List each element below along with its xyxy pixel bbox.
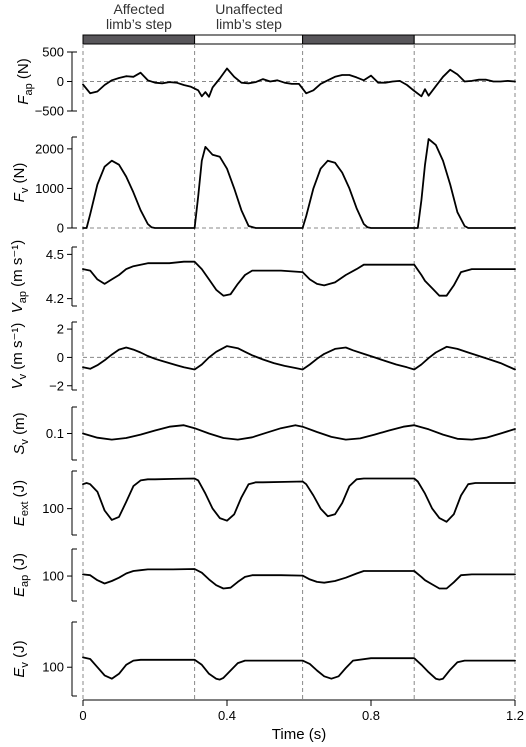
y-tick-label-Fv-0: 0 [57,221,64,236]
y-tick-label-Vap-0: 4.2 [46,291,64,306]
series-line-Eap [82,568,516,590]
y-label-symbol-Vv: V [9,377,26,389]
y-label-unit-Eap: (J) [11,553,28,575]
y-label-subscript-Eext: ext [19,501,31,516]
y-label-symbol-Ev: E [11,667,28,678]
y-axis-label-Fap: Fap (N) [15,58,35,104]
y-label-subscript-Sv: v [19,439,31,445]
y-label-symbol-Fv: F [11,192,28,202]
affected-step-bar [82,34,196,45]
y-label-symbol-Fap: F [15,95,32,105]
x-axis-label: Time (s) [272,726,326,743]
y-label-symbol-Sv: S [11,445,28,455]
panel-Eext: 100 Eext (J) [11,470,516,536]
affected-step-title-line2: limb’s step [106,16,172,32]
y-tick-label-Vv-2: 2 [57,322,64,337]
y-axis-label-Sv: Sv (m) [11,412,31,454]
y-label-unit-Ev: (J) [11,640,28,662]
y-label-subscript-Eap: ap [19,575,31,587]
y-label-subscript-Ev: v [19,662,31,668]
y-tick-label-Fap-1: 0 [57,74,64,89]
panel-Ev: 100 Ev (J) [11,621,516,697]
panel-Fv: 0 1000 2000 Fv (N) [11,136,516,236]
y-label-unit-Vap: (m s⁻¹) [9,240,26,291]
unaffected-step-title-line1: Unaffected [215,1,282,17]
y-label-unit-Eext: (J) [11,480,28,502]
y-axis-label-Vap: Vap (m s⁻¹) [9,240,29,314]
y-tick-label-Vv-1: 0 [57,350,64,365]
y-label-unit-Fap: (N) [15,58,32,83]
y-tick-label-Fap-0: −500 [35,104,64,119]
y-tick-label-Sv-0: 0.1 [46,426,64,441]
y-tick-label-Vv-0: −2 [49,378,64,393]
series-line-Eext [82,477,516,523]
y-tick-label-Fv-1: 1000 [35,181,64,196]
series-line-Vv [82,345,516,371]
series-line-Vap [82,260,516,297]
panel-Vap: 4.2 4.5 Vap (m s⁻¹) [9,240,516,314]
affected-step-bar [302,34,415,45]
y-label-unit-Sv: (m) [11,412,28,439]
y-label-unit-Vv: (m s⁻¹) [9,323,26,374]
panel-Eap: 100 Eap (J) [11,548,516,602]
y-axis-label-Eap: Eap (J) [11,553,31,597]
y-label-subscript-Fv: v [19,187,31,193]
y-axis-label-Eext: Eext (J) [11,480,31,526]
panel-Vv: −2 0 2 Vv (m s⁻¹) [9,321,516,393]
y-tick-label-Fap-2: 500 [42,45,64,60]
y-label-subscript-Vap: ap [17,291,29,303]
y-label-subscript-Vv: v [17,373,29,379]
y-axis-label-Fv: Fv (N) [11,163,31,203]
y-label-subscript-Fap: ap [23,83,35,95]
y-tick-label-Vap-1: 4.5 [46,247,64,262]
unaffected-step-bar [194,34,304,45]
y-tick-label-Ev-0: 100 [42,660,64,675]
step-dividers [82,44,516,700]
y-label-unit-Fv: (N) [11,163,28,188]
unaffected-step-bar [413,34,516,45]
unaffected-step-title-line2: limb’s step [216,16,282,32]
y-axis-label-Vv: Vv (m s⁻¹) [9,323,29,390]
y-label-symbol-Eext: E [11,515,28,526]
x-tick-label-2: 0.8 [362,708,380,723]
series-line-Fv [82,138,516,229]
x-tick-label-1: 0.4 [218,708,236,723]
panel-Sv: 0.1 Sv (m) [11,406,516,461]
y-tick-label-Eap-0: 100 [42,569,64,584]
y-label-symbol-Vap: V [9,301,26,313]
series-line-Sv [82,424,516,441]
panel-Fap: −500 0 500 Fap (N) [15,45,516,119]
step-header: Affected limb’s step Unaffected limb’s s… [82,1,516,45]
x-tick-label-0: 0 [79,708,86,723]
y-label-symbol-Eap: E [11,586,28,597]
x-tick-label-3: 1.2 [506,708,524,723]
y-axis-label-Ev: Ev (J) [11,640,31,677]
series-line-Fap [82,67,516,98]
affected-step-title-line1: Affected [113,1,164,17]
x-axis: Time (s) 0 0.4 0.8 1.2 [79,699,524,743]
step-bars [82,34,516,45]
y-tick-label-Fv-2: 2000 [35,141,64,156]
series-line-Ev [82,656,516,681]
y-tick-label-Eext-0: 100 [42,501,64,516]
